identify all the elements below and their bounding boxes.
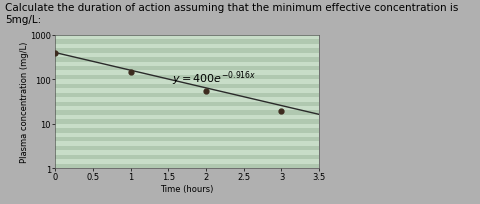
Bar xyxy=(55,115,319,120)
Bar xyxy=(55,133,319,137)
Bar xyxy=(55,106,319,111)
Bar xyxy=(55,80,319,84)
Bar xyxy=(55,111,319,115)
Bar xyxy=(55,58,319,62)
Bar xyxy=(55,102,319,106)
Bar xyxy=(55,137,319,142)
Text: Calculate the duration of action assuming that the minimum effective concentrati: Calculate the duration of action assumin… xyxy=(5,3,458,24)
Bar xyxy=(55,49,319,53)
X-axis label: Time (hours): Time (hours) xyxy=(160,184,214,193)
Bar xyxy=(55,36,319,40)
Bar xyxy=(55,142,319,146)
Text: $y = 400e^{-0.916x}$: $y = 400e^{-0.916x}$ xyxy=(172,69,257,87)
Bar xyxy=(55,71,319,75)
Bar xyxy=(55,98,319,102)
Bar xyxy=(55,40,319,44)
Bar xyxy=(55,129,319,133)
Bar xyxy=(55,151,319,155)
Y-axis label: Plasma concentration (mg/L): Plasma concentration (mg/L) xyxy=(20,42,29,162)
Bar xyxy=(55,67,319,71)
Bar xyxy=(55,44,319,49)
Bar xyxy=(55,75,319,80)
Bar xyxy=(55,124,319,129)
Bar xyxy=(55,89,319,93)
Bar xyxy=(55,84,319,89)
Bar xyxy=(55,93,319,98)
Bar xyxy=(55,160,319,164)
Bar xyxy=(55,53,319,58)
Bar xyxy=(55,62,319,67)
Bar xyxy=(55,164,319,168)
Bar xyxy=(55,120,319,124)
Bar xyxy=(55,155,319,160)
Bar xyxy=(55,146,319,151)
